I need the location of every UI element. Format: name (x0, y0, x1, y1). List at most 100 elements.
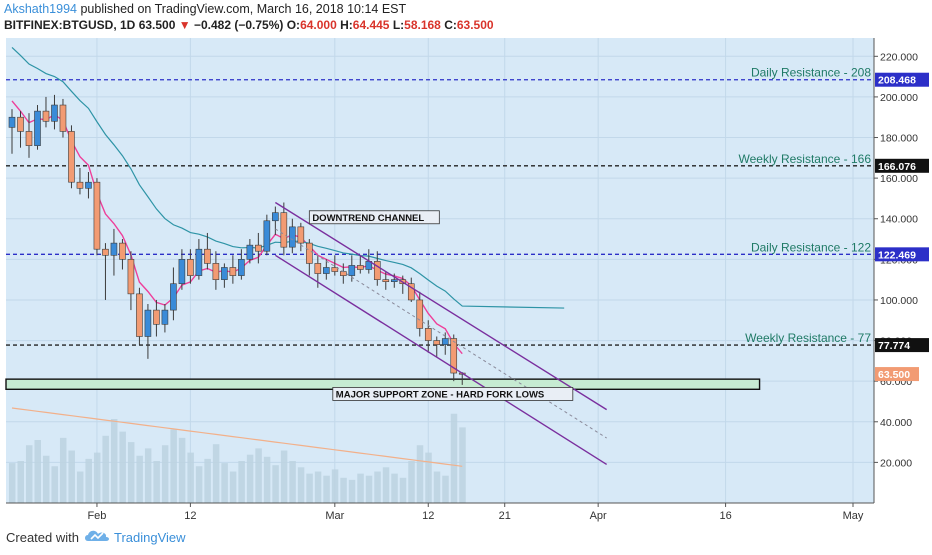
volume-bar (187, 452, 194, 503)
candle-bull (221, 267, 228, 280)
candle-bear (102, 248, 109, 256)
volume-bar (110, 419, 118, 503)
volume-bar (246, 454, 254, 503)
candle-bear (42, 110, 50, 122)
level-label-0: Daily Resistance - 208 (751, 66, 871, 80)
candle-bull (289, 226, 296, 248)
volume-bar (425, 452, 432, 503)
candle-bear (204, 248, 211, 264)
author-link[interactable]: Akshath1994 (4, 2, 77, 16)
support-zone-label-box (332, 387, 574, 401)
high-label: H: (340, 18, 353, 32)
header-row-1: Akshath1994 published on TradingView.com… (4, 1, 494, 17)
candle-bull (110, 242, 118, 256)
candle-bear (119, 242, 126, 260)
candle-bear (153, 309, 160, 325)
volume-bar (221, 463, 228, 503)
volume-bar (93, 452, 101, 503)
volume-bar (280, 450, 288, 503)
volume-bar (459, 427, 466, 503)
candle-bull (263, 220, 271, 252)
volume-bar (102, 435, 109, 503)
volume-bar (365, 475, 373, 503)
volume-bar (408, 461, 415, 503)
volume-bar (263, 456, 271, 503)
volume-bar (85, 458, 92, 503)
volume-bar (25, 445, 33, 503)
header-row-2: BITFINEX:BTGUSD, 1D 63.500 ▼ −0.482 (−0.… (4, 17, 494, 33)
volume-bar (136, 455, 143, 503)
candle-bear (229, 267, 237, 276)
volume-bar (204, 458, 211, 503)
candle-bull (246, 244, 254, 260)
candle-bear (373, 261, 381, 280)
x-tick-label: 12 (184, 510, 196, 522)
x-tick-label: Feb (87, 510, 106, 522)
volume-bar (382, 467, 390, 503)
footer: Created with TradingView (0, 522, 932, 550)
down-arrow-icon: ▼ (178, 18, 191, 32)
open-label: O: (286, 18, 301, 32)
volume-bar (34, 440, 41, 503)
tradingview-brand-link[interactable]: TradingView (114, 530, 186, 545)
volume-bar (119, 431, 126, 503)
open-value: 64.000 (300, 18, 337, 32)
candle-bear (407, 283, 415, 301)
x-tick-label: 12 (422, 510, 434, 522)
ema-slow-line (11, 46, 565, 309)
y-tick-label: 20.000 (880, 457, 912, 469)
channel-label: DOWNTREND CHANNEL (312, 213, 424, 224)
candle-bear (314, 263, 322, 274)
candle-bear (416, 299, 424, 329)
volume-bar (178, 437, 186, 503)
candle-bull (238, 259, 245, 276)
x-tick-label: May (843, 510, 864, 522)
candle-bull (8, 116, 16, 128)
volume-bar (416, 445, 424, 503)
candle-bull (51, 104, 58, 122)
candle-bear (76, 181, 84, 189)
candle-bull (348, 265, 356, 276)
candle-bull (178, 259, 186, 285)
candle-bull (144, 309, 152, 337)
volume-bar (212, 444, 220, 503)
axis-level-tag-0 (875, 72, 929, 87)
candle-bull (34, 110, 41, 146)
last-price: 63.500 (138, 18, 176, 32)
volume-bar (170, 429, 177, 503)
price-change: −0.482 (−0.75%) (193, 18, 284, 32)
y-tick-label: 140.000 (880, 214, 918, 226)
volume-bar (127, 442, 135, 503)
channel-lower-line (274, 254, 608, 466)
y-tick-label: 180.000 (880, 133, 918, 145)
volume-bar (51, 466, 58, 503)
candle-bear (212, 263, 220, 280)
volume-bar (17, 461, 24, 503)
axis-level-value-1: 166.076 (878, 161, 916, 173)
volume-bar (59, 437, 67, 503)
current-price-tag (875, 367, 919, 382)
volume-bar (195, 466, 203, 503)
volume-bar (391, 473, 398, 503)
volume-bar (357, 473, 364, 503)
high-value: 64.445 (352, 18, 390, 32)
candle-bear (187, 259, 194, 276)
candle-bear (68, 131, 75, 183)
volume-bar (314, 471, 322, 503)
x-tick-label: Mar (325, 510, 344, 522)
volume-bar (153, 461, 160, 503)
volume-bar (340, 477, 347, 503)
candle-bull (195, 248, 203, 276)
tradingview-cloud-icon[interactable] (84, 529, 110, 548)
axis-level-tag-2 (875, 247, 929, 262)
volume-bar (348, 479, 356, 503)
volume-bar (306, 473, 313, 503)
close-value: 63.500 (456, 18, 494, 32)
volume-bar (297, 467, 305, 503)
candle-bull (323, 267, 330, 274)
close-label: C: (444, 18, 457, 32)
low-value: 58.168 (404, 18, 441, 32)
candle-bear (450, 338, 458, 374)
